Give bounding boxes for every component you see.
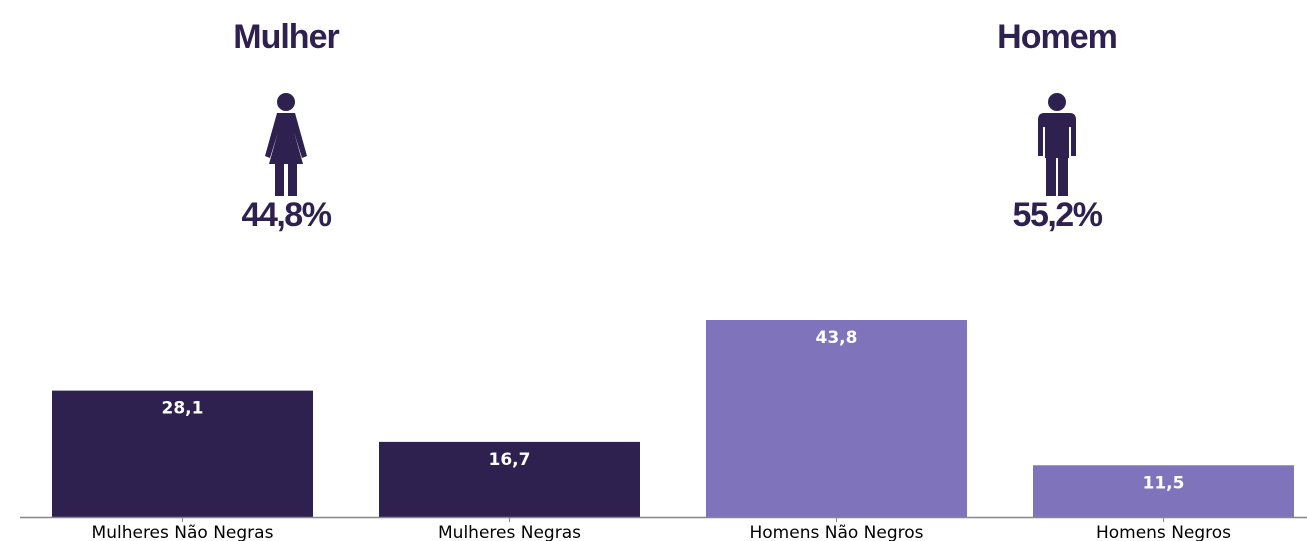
bar-1	[379, 441, 640, 517]
woman-icon	[265, 93, 307, 196]
category-label-2: Homens Não Negros	[749, 523, 923, 541]
group-title-mulher: Mulher	[233, 18, 339, 56]
man-icon	[1038, 93, 1076, 196]
group-percent-mulher: 44,8%	[241, 196, 332, 234]
category-label-1: Mulheres Negras	[438, 523, 581, 541]
bar-0	[52, 390, 313, 517]
bar-3	[1033, 465, 1294, 517]
bar-value-label-1: 16,7	[489, 450, 531, 470]
bar-value-label-3: 11,5	[1143, 473, 1185, 493]
bar-value-label-0: 28,1	[162, 399, 204, 419]
bar-value-label-2: 43,8	[816, 328, 858, 348]
category-label-3: Homens Negros	[1096, 523, 1231, 541]
group-title-homem: Homem	[997, 18, 1118, 56]
group-percent-homem: 55,2%	[1012, 196, 1103, 234]
category-label-0: Mulheres Não Negras	[92, 523, 274, 541]
bar-2	[706, 320, 967, 517]
